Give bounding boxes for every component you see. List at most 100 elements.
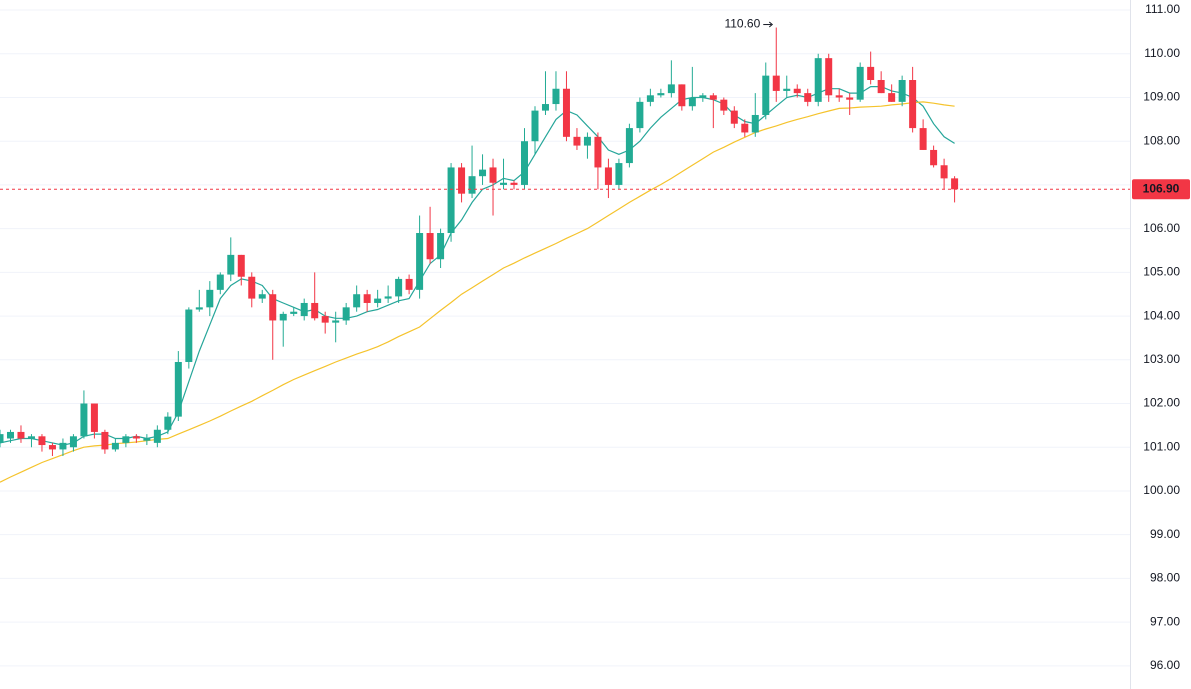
candle-body (730, 110, 738, 124)
y-tick-label: 108.00 (1143, 133, 1180, 147)
y-tick-label: 98.00 (1150, 571, 1180, 585)
candle-body (164, 416, 172, 430)
candle-body (709, 95, 717, 100)
candle-body (174, 361, 182, 417)
candle-body (741, 123, 749, 133)
y-tick-label: 101.00 (1143, 439, 1180, 453)
candle-body (510, 182, 518, 185)
candle-body (395, 278, 403, 297)
candle-body (909, 80, 917, 129)
candle-body (688, 97, 696, 107)
candle-body (185, 309, 193, 362)
candle-body (500, 182, 508, 185)
candle-body (300, 302, 308, 317)
candle-body (604, 167, 612, 185)
candle-body (583, 136, 591, 146)
candle-body (248, 276, 256, 299)
candle-body (562, 88, 570, 137)
candle-body (195, 307, 203, 310)
last-price-label: 106.90 (1143, 181, 1180, 195)
candle-body (437, 233, 445, 260)
candle-body (90, 403, 98, 432)
candle-body (552, 88, 560, 105)
candle-body (153, 429, 161, 443)
candle-body (856, 66, 864, 100)
candle-body (804, 93, 812, 102)
candle-body (342, 307, 350, 321)
candle-body (290, 311, 298, 314)
candle-body (898, 80, 906, 102)
candle-body (416, 233, 424, 290)
candle-body (751, 114, 759, 133)
candle-body (646, 95, 654, 102)
candle-body (678, 84, 686, 107)
candle-body (237, 254, 245, 277)
y-tick-label: 102.00 (1143, 396, 1180, 410)
candle-body (111, 442, 119, 450)
candle-body (311, 302, 319, 319)
candle-body (269, 294, 277, 321)
candle-body (636, 101, 644, 129)
y-tick-label: 106.00 (1143, 221, 1180, 235)
candle-body (363, 294, 371, 303)
candle-body (279, 313, 287, 321)
candle-body (489, 167, 497, 183)
candle-body (468, 176, 476, 194)
last-price-box (1132, 179, 1190, 200)
y-tick-label: 105.00 (1143, 265, 1180, 279)
candle-body (405, 278, 413, 290)
candle-body (216, 274, 224, 290)
moving-average-line (0, 101, 955, 483)
candle-body (80, 403, 88, 437)
y-tick-label: 111.00 (1145, 2, 1180, 16)
candle-body (0, 434, 4, 443)
candle-body (867, 66, 875, 81)
candle-body (27, 436, 35, 439)
y-tick-label: 103.00 (1143, 352, 1180, 366)
candle-body (479, 169, 487, 177)
annotation-arrow-head (768, 21, 774, 28)
candle-body (625, 128, 633, 164)
y-tick-label: 109.00 (1143, 90, 1180, 104)
candle-body (667, 84, 675, 94)
candle-body (762, 75, 770, 115)
candle-body (930, 149, 938, 166)
high-annotation: 110.60 (724, 17, 760, 31)
candle-body (772, 75, 780, 91)
candle-body (132, 436, 140, 439)
candle-body (321, 316, 329, 323)
candle-body (122, 436, 130, 443)
candle-body (825, 58, 833, 96)
y-tick-label: 110.00 (1144, 46, 1180, 60)
candle-body (814, 58, 822, 102)
candle-body (227, 254, 235, 275)
candle-body (531, 110, 539, 142)
candle-body (835, 95, 843, 98)
candle-body (17, 431, 25, 439)
candle-body (888, 93, 896, 102)
candle-body (332, 320, 340, 323)
candle-body (541, 104, 549, 111)
candle-body (143, 438, 151, 441)
candle-body (573, 136, 581, 146)
y-tick-label: 96.00 (1150, 658, 1180, 672)
candle-body (846, 97, 854, 100)
candle-body (384, 296, 392, 299)
candle-body (206, 289, 214, 308)
candle-body (919, 128, 927, 150)
candle-body (59, 442, 67, 450)
candle-body (101, 431, 109, 450)
candle-body (594, 136, 602, 168)
candle-body (258, 294, 266, 299)
candle-body (657, 93, 665, 96)
candle-body (877, 80, 885, 94)
candle-body (951, 178, 959, 190)
candle-body (458, 167, 466, 194)
y-tick-label: 104.00 (1143, 308, 1180, 322)
candle-body (940, 165, 948, 179)
y-tick-label: 100.00 (1143, 483, 1180, 497)
candle-body (69, 436, 77, 448)
candle-body (783, 88, 791, 91)
candle-body (793, 88, 801, 94)
